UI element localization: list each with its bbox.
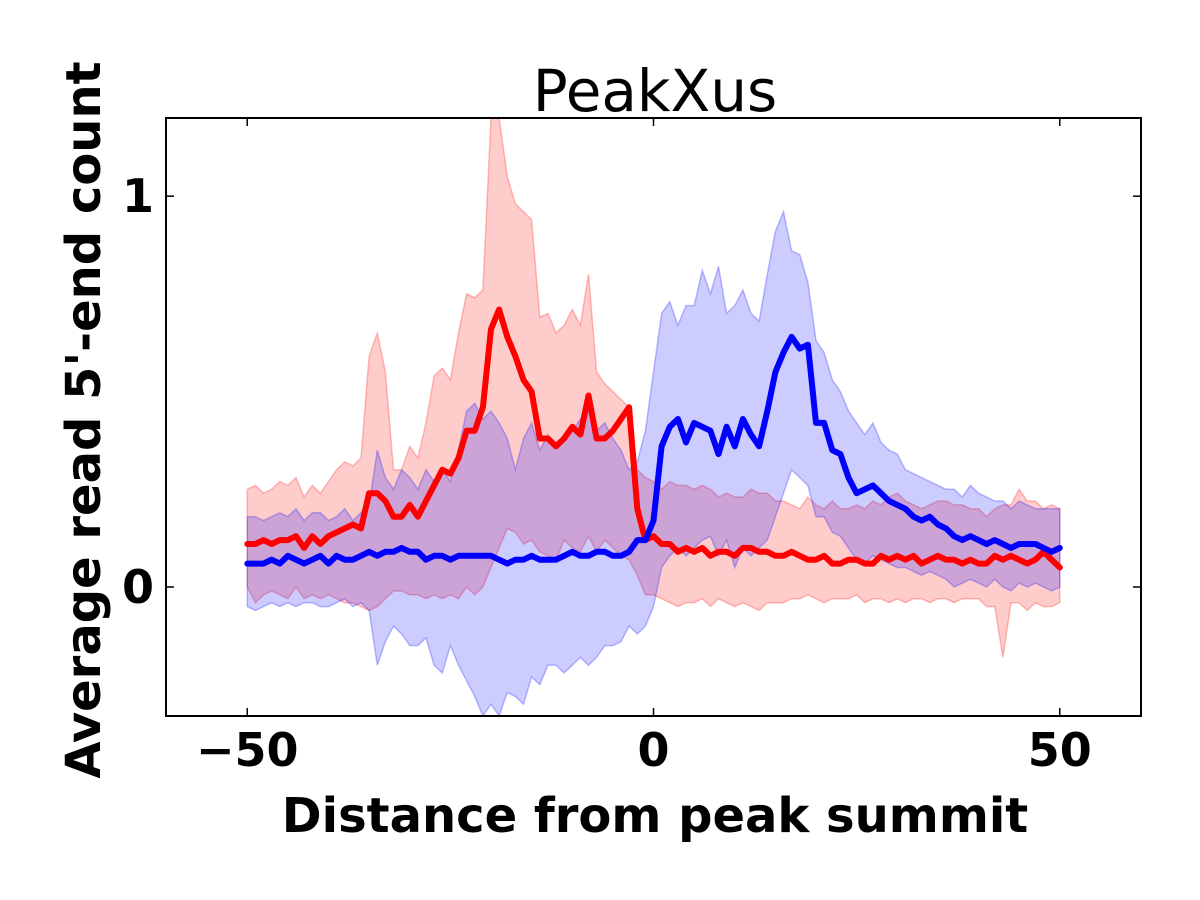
series-0-band — [246, 117, 1061, 658]
plot-area — [244, 117, 1063, 718]
series-1-line — [244, 333, 1063, 567]
x-tick-label: 50 — [1028, 723, 1092, 777]
y-tick-label: 0 — [122, 560, 154, 614]
y-axis-label: Average read 5'-end count — [56, 61, 112, 778]
x-axis-label: Distance from peak summit — [282, 788, 1028, 844]
x-tick-label: 0 — [637, 723, 669, 777]
series-0-line — [244, 306, 1063, 571]
y-tick-label: 1 — [122, 169, 154, 223]
series-1-band — [246, 209, 1061, 718]
x-tick-label: −50 — [196, 723, 299, 777]
chart-title: PeakXus — [533, 57, 777, 125]
axis-ticks: −50 0 50 0 1 — [122, 118, 1141, 777]
